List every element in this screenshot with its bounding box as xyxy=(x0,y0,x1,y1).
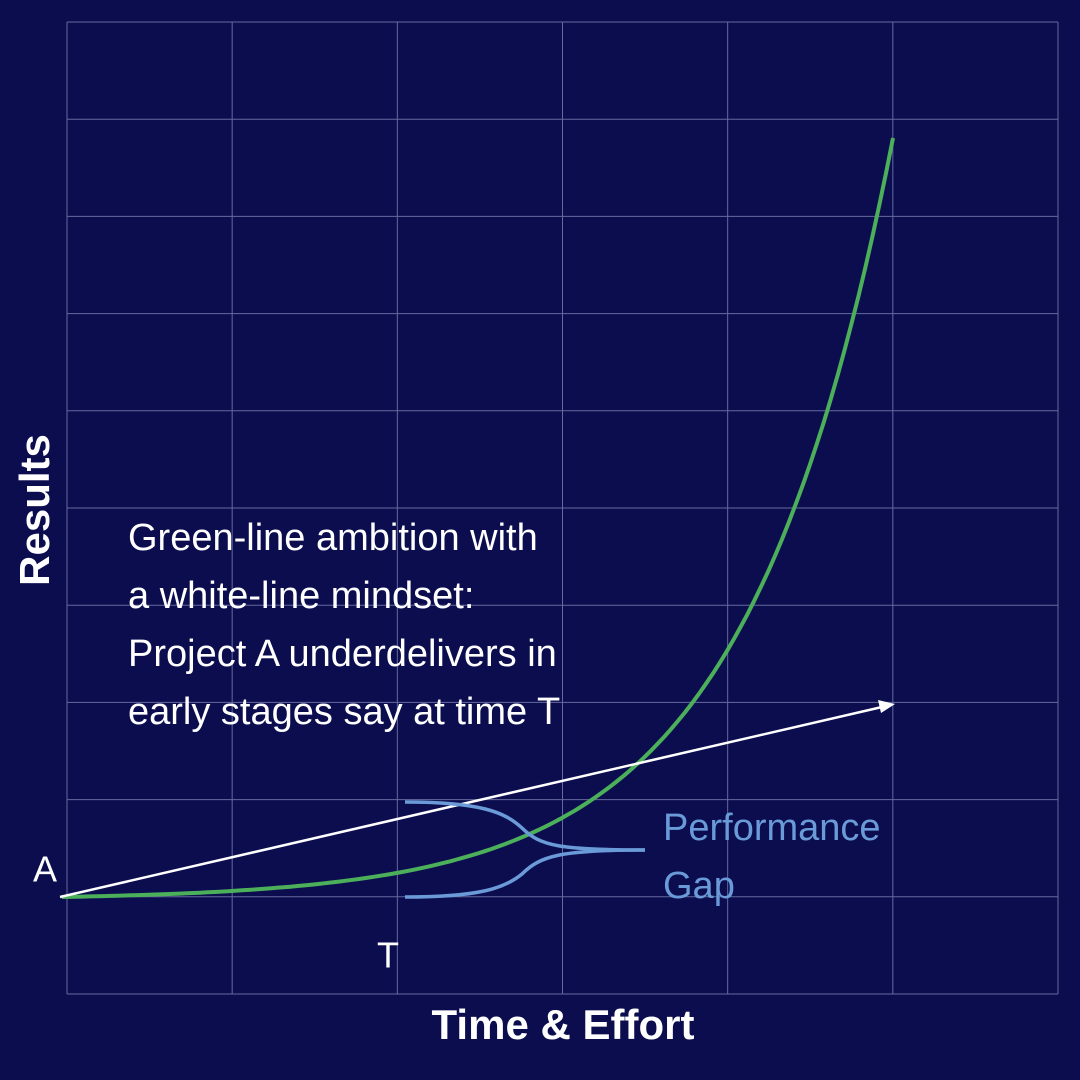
gap-label: Performance Gap xyxy=(663,807,881,907)
point-label: T xyxy=(377,935,399,976)
x-axis-label: Time & Effort xyxy=(432,1001,695,1048)
gap-brace-top xyxy=(404,800,646,852)
annotation: Green-line ambition with a white-line mi… xyxy=(128,517,560,733)
arrow-head xyxy=(878,700,895,713)
annotation-line: early stages say at time T xyxy=(128,691,560,733)
gap-label-line: Performance xyxy=(663,807,881,849)
gap-label-line: Gap xyxy=(663,865,735,907)
y-axis-label: Results xyxy=(11,434,58,586)
white-line xyxy=(59,705,883,899)
green-curve xyxy=(61,137,895,899)
annotation-line: Project A underdelivers in xyxy=(128,633,557,675)
point-label: A xyxy=(33,849,57,890)
grid xyxy=(66,21,1059,995)
gap-brace-bottom xyxy=(404,848,646,899)
annotation-line: a white-line mindset: xyxy=(128,575,474,617)
annotation-line: Green-line ambition with xyxy=(128,517,538,559)
